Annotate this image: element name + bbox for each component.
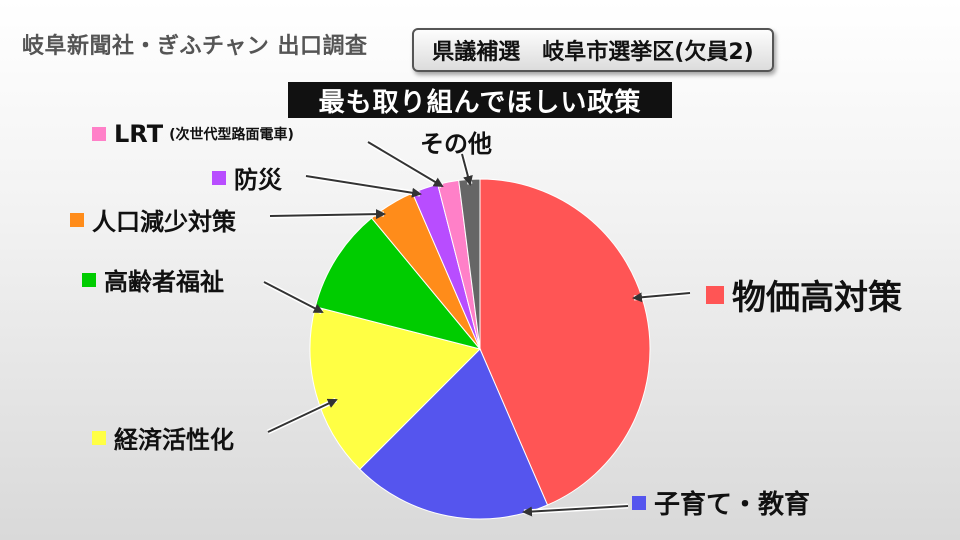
legend-label: 経済活性化 [114,426,234,454]
legend-label: 子育て・教育 [654,490,811,520]
legend-note: (次世代型路面電車) [169,127,294,143]
legend-item-1: 物価高対策 [706,270,902,319]
source-label: 岐阜新聞社・ぎふチャン 出口調査 [22,34,368,59]
legend-swatch [82,272,96,287]
leader-arrow [263,281,324,313]
chart-title: 最も取り組んでほしい政策 [288,82,672,118]
leader-arrow [269,209,386,220]
legend-label: その他 [420,130,492,158]
legend-label: 人口減少対策 [92,208,236,236]
legend-swatch [92,127,106,141]
leader-arrow [522,505,629,517]
legend-label: 物価高対策 [732,278,902,318]
legend-item-3: 経済活性化 [92,420,234,455]
leader-arrow [367,141,444,188]
legend-item-6: 防災 [212,160,282,195]
legend-swatch [706,285,724,304]
election-badge: 県議補選 岐阜市選挙区(欠員2) [412,28,774,72]
legend-swatch [212,170,226,185]
leader-arrow [267,398,338,433]
legend-swatch [92,430,106,445]
pie-slice-1 [479,178,651,506]
legend-item-5: 人口減少対策 [70,202,236,237]
leader-arrow [461,153,473,186]
pie-slice-4 [314,217,482,350]
leader-arrow [632,292,691,303]
legend-label: LRT [114,120,164,148]
legend-label: 防災 [234,166,282,194]
legend-item-2: 子育て・教育 [632,484,810,521]
leader-arrow [305,175,422,198]
legend-swatch [632,495,646,510]
legend-item-8: その他 [420,124,492,159]
legend-swatch [70,212,84,227]
legend-label: 高齢者福祉 [104,268,224,296]
pie-slice-3 [309,306,481,470]
legend-item-4: 高齢者福祉 [82,262,224,297]
legend-item-7: LRT (次世代型路面電車) [92,120,294,148]
